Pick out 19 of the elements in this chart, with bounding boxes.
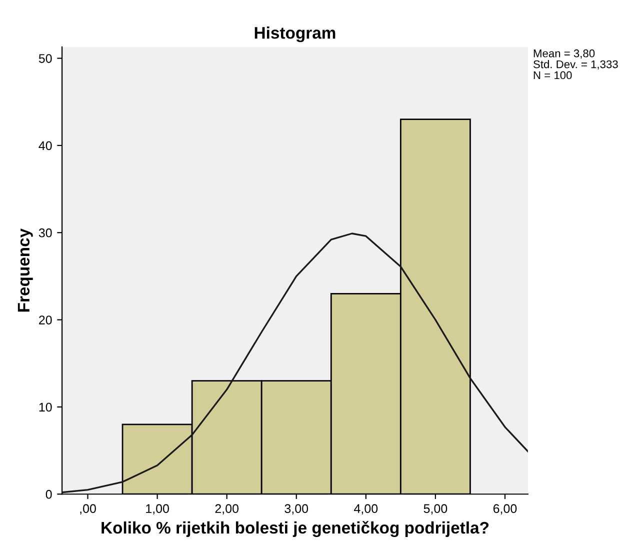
y-axis-title: Frequency [18, 228, 33, 312]
x-tick-label: 5,00 [424, 504, 448, 515]
y-tick-label: 0 [46, 490, 52, 499]
y-tick-label: 10 [39, 402, 52, 412]
chart-title: Histogram [254, 26, 336, 42]
x-tick-label: 6,00 [493, 504, 517, 515]
x-tick-label: ,00 [80, 504, 96, 515]
y-tick-label: 30 [38, 228, 52, 238]
x-tick-label: 2,00 [215, 504, 239, 515]
y-tick-label: 20 [39, 316, 52, 324]
x-axis-title: Koliko % rijetkih bolesti je genetičkog podrijetla? [102, 521, 489, 538]
x-tick-label: 3,00 [284, 504, 308, 515]
x-tick-label: 1,00 [146, 504, 169, 515]
y-tick-label: 50 [38, 54, 52, 63]
text: Std. Dev. = 1,333 [533, 60, 618, 70]
text: Mean = 3,80 [534, 49, 595, 59]
x-tick-label: 4,00 [354, 504, 378, 515]
text: N = 100 [534, 71, 572, 80]
y-tick-label: 40 [38, 141, 52, 150]
